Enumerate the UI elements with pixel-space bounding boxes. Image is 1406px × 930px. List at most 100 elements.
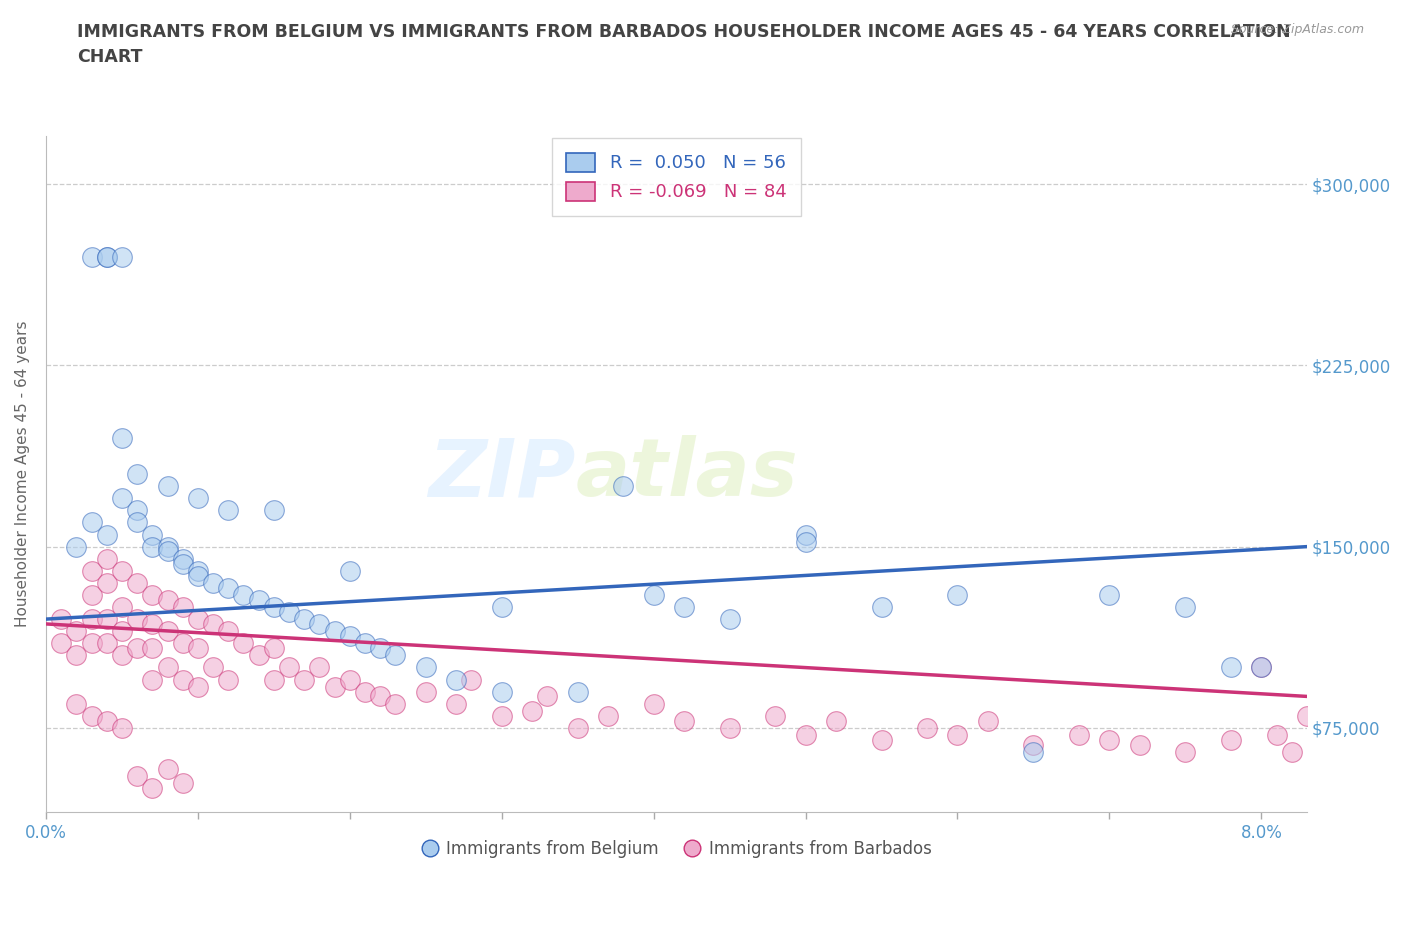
Point [444, 697, 467, 711]
Point [80, 709, 103, 724]
Point [718, 721, 741, 736]
Point [491, 684, 513, 699]
Point [217, 503, 239, 518]
Point [247, 592, 270, 607]
Point [127, 612, 149, 627]
Point [763, 709, 786, 724]
Point [384, 697, 406, 711]
Point [1219, 733, 1241, 748]
Point [323, 624, 346, 639]
Text: atlas: atlas [575, 435, 799, 513]
Point [202, 617, 225, 631]
Point [232, 588, 254, 603]
Point [794, 527, 817, 542]
Point [567, 721, 589, 736]
Point [444, 672, 467, 687]
Point [80, 249, 103, 264]
Point [339, 629, 361, 644]
Point [567, 684, 589, 699]
Point [915, 721, 938, 736]
Point [825, 713, 848, 728]
Point [643, 588, 665, 603]
Point [1098, 588, 1121, 603]
Point [415, 684, 437, 699]
Point [1129, 737, 1152, 752]
Point [263, 600, 285, 615]
Point [1296, 709, 1319, 724]
Point [96, 713, 118, 728]
Point [65, 624, 87, 639]
Point [339, 564, 361, 578]
Point [232, 636, 254, 651]
Point [141, 588, 163, 603]
Point [946, 727, 969, 742]
Point [384, 648, 406, 663]
Point [1174, 600, 1197, 615]
Point [172, 672, 194, 687]
Point [156, 762, 179, 777]
Point [1174, 745, 1197, 760]
Point [172, 636, 194, 651]
Point [1265, 727, 1288, 742]
Point [1281, 745, 1303, 760]
Point [217, 624, 239, 639]
Point [1098, 733, 1121, 748]
Point [217, 580, 239, 595]
Point [51, 612, 73, 627]
Point [247, 648, 270, 663]
Point [65, 697, 87, 711]
Point [172, 556, 194, 571]
Point [172, 776, 194, 790]
Point [111, 648, 134, 663]
Point [673, 600, 696, 615]
Point [491, 709, 513, 724]
Point [794, 535, 817, 550]
Point [65, 539, 87, 554]
Point [263, 503, 285, 518]
Point [339, 672, 361, 687]
Point [141, 641, 163, 656]
Point [1250, 660, 1272, 675]
Point [96, 249, 118, 264]
Point [187, 568, 209, 583]
Point [278, 604, 301, 619]
Point [263, 641, 285, 656]
Point [111, 249, 134, 264]
Point [127, 515, 149, 530]
Point [308, 660, 330, 675]
Point [156, 660, 179, 675]
Point [946, 588, 969, 603]
Point [596, 709, 619, 724]
Point [870, 600, 893, 615]
Point [977, 713, 1000, 728]
Point [187, 491, 209, 506]
Point [292, 672, 315, 687]
Text: ZIP: ZIP [429, 435, 575, 513]
Text: Source: ZipAtlas.com: Source: ZipAtlas.com [1230, 23, 1364, 36]
Point [460, 672, 482, 687]
Point [1219, 660, 1241, 675]
Point [51, 636, 73, 651]
Point [718, 612, 741, 627]
Point [80, 515, 103, 530]
Point [187, 641, 209, 656]
Point [354, 684, 377, 699]
Point [80, 564, 103, 578]
Point [354, 636, 377, 651]
Point [1022, 737, 1045, 752]
Point [96, 551, 118, 566]
Point [80, 588, 103, 603]
Point [96, 249, 118, 264]
Point [278, 660, 301, 675]
Point [127, 467, 149, 482]
Point [263, 672, 285, 687]
Point [368, 689, 391, 704]
Point [127, 576, 149, 591]
Point [96, 576, 118, 591]
Point [156, 544, 179, 559]
Point [80, 636, 103, 651]
Legend: Immigrants from Belgium, Immigrants from Barbados: Immigrants from Belgium, Immigrants from… [415, 833, 938, 865]
Point [520, 703, 543, 718]
Point [127, 769, 149, 784]
Text: IMMIGRANTS FROM BELGIUM VS IMMIGRANTS FROM BARBADOS HOUSEHOLDER INCOME AGES 45 -: IMMIGRANTS FROM BELGIUM VS IMMIGRANTS FR… [77, 23, 1291, 66]
